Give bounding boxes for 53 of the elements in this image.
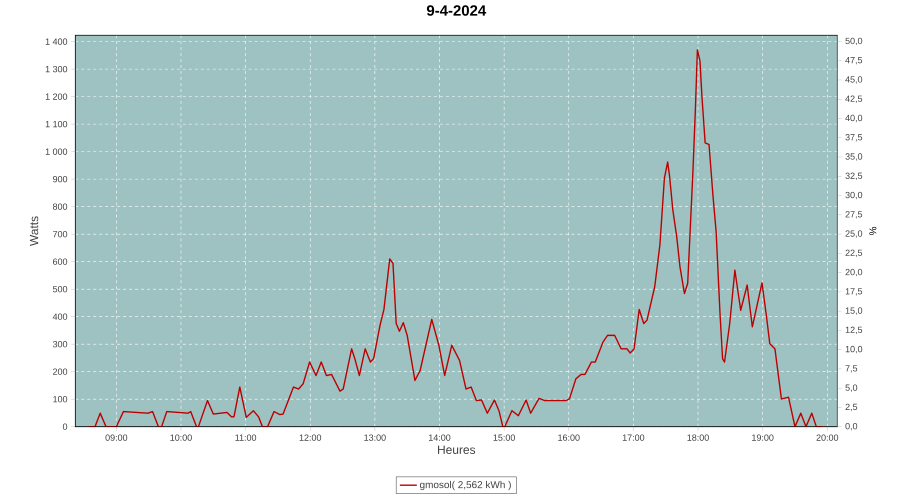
y-tick-label: 1 200	[46, 93, 68, 100]
y-tick-label: 1 300	[46, 66, 68, 72]
y2-tick-label: 0,0	[845, 422, 858, 430]
y2-tick-label: 30,0	[845, 192, 862, 200]
y-tick-label: 700	[53, 230, 68, 238]
x-tick-label: 14:00	[428, 434, 450, 441]
y-tick-label: 0	[62, 424, 68, 430]
y2-tick-label: 42,5	[845, 96, 862, 103]
y2-tick-label: 10,0	[846, 346, 862, 354]
x-tick-label: 16:00	[558, 434, 580, 441]
x-tick-label: 15:00	[494, 434, 516, 441]
x-tick-label: 12:00	[300, 434, 322, 441]
y2-tick-label: 50,0	[845, 38, 862, 46]
y-tick-label: 1 100	[46, 120, 68, 128]
y2-tick-label: 2,5	[846, 404, 858, 412]
y2-tick-label: 22,5	[846, 250, 862, 258]
y-tick-label: 300	[52, 340, 68, 348]
x-tick-label: 19:00	[752, 434, 774, 441]
legend-label: gmosol( 2,562 kWh )	[420, 480, 511, 490]
y2-tick-label: 5,0	[845, 384, 858, 392]
y-tick-label: 1 000	[46, 148, 68, 155]
y-tick-label: 200	[53, 368, 68, 375]
y2-tick-label: 17,5	[846, 288, 862, 296]
y2-axis-title: %	[869, 226, 876, 236]
y-tick-label: 1 400	[46, 38, 68, 45]
y-tick-label: 100	[53, 396, 68, 402]
chart-title: 9-4-2024	[426, 5, 486, 16]
x-tick-label: 20:00	[816, 434, 838, 441]
x-tick-label: 18:00	[688, 434, 709, 441]
y2-tick-label: 15,0	[846, 307, 862, 315]
y2-tick-label: 7,5	[846, 365, 858, 373]
y2-tick-label: 40,0	[845, 114, 862, 122]
y-tick-label: 800	[52, 203, 68, 210]
x-tick-label: 09:00	[105, 434, 128, 441]
x-tick-label: 11:00	[235, 434, 256, 441]
y2-tick-label: 25,0	[846, 230, 862, 238]
y2-tick-label: 37,5	[845, 134, 862, 142]
x-tick-label: 10:00	[170, 434, 192, 441]
y-axis-title: Watts	[30, 216, 38, 246]
x-tick-label: 13:00	[364, 434, 386, 441]
y2-tick-label: 27,5	[846, 211, 862, 218]
y2-tick-label: 20,0	[846, 268, 862, 276]
x-tick-label: 17:00	[622, 434, 644, 441]
y2-tick-label: 35,0	[845, 153, 862, 161]
y2-tick-label: 12,5	[846, 326, 862, 334]
y2-tick-label: 47,5	[845, 57, 862, 64]
y-tick-label: 600	[53, 258, 68, 265]
y2-tick-label: 45,0	[845, 76, 862, 84]
y-tick-label: 900	[53, 176, 68, 182]
x-axis-title: Heures	[438, 446, 476, 454]
y-tick-label: 500	[52, 286, 68, 292]
y2-tick-label: 32,5	[845, 172, 862, 180]
y-tick-label: 400	[52, 313, 68, 320]
